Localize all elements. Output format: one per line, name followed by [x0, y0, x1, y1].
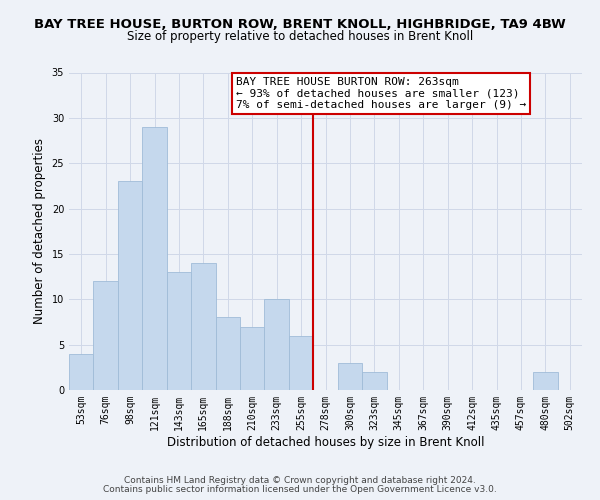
Text: Contains HM Land Registry data © Crown copyright and database right 2024.: Contains HM Land Registry data © Crown c…	[124, 476, 476, 485]
Bar	[289, 336, 313, 390]
Text: BAY TREE HOUSE BURTON ROW: 263sqm
← 93% of detached houses are smaller (123)
7% : BAY TREE HOUSE BURTON ROW: 263sqm ← 93% …	[236, 78, 526, 110]
Bar	[142, 127, 167, 390]
Bar	[191, 263, 215, 390]
Bar	[265, 300, 289, 390]
Bar	[240, 326, 265, 390]
Text: BAY TREE HOUSE, BURTON ROW, BRENT KNOLL, HIGHBRIDGE, TA9 4BW: BAY TREE HOUSE, BURTON ROW, BRENT KNOLL,…	[34, 18, 566, 30]
Y-axis label: Number of detached properties: Number of detached properties	[33, 138, 46, 324]
Bar	[118, 182, 142, 390]
Bar	[533, 372, 557, 390]
Bar	[338, 363, 362, 390]
Bar	[215, 318, 240, 390]
Text: Size of property relative to detached houses in Brent Knoll: Size of property relative to detached ho…	[127, 30, 473, 43]
Bar	[69, 354, 94, 390]
X-axis label: Distribution of detached houses by size in Brent Knoll: Distribution of detached houses by size …	[167, 436, 484, 448]
Bar	[362, 372, 386, 390]
Bar	[94, 281, 118, 390]
Text: Contains public sector information licensed under the Open Government Licence v3: Contains public sector information licen…	[103, 485, 497, 494]
Bar	[167, 272, 191, 390]
